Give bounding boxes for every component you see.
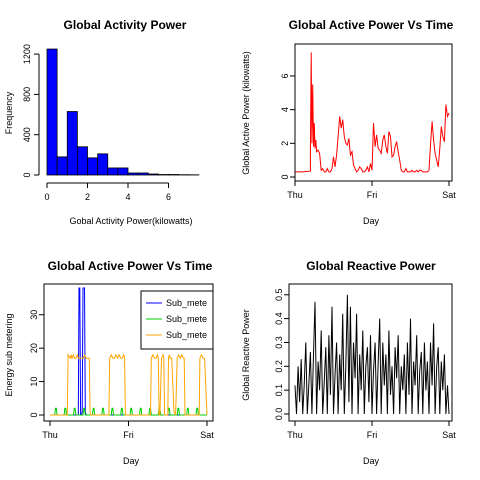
reactive-power-y-tick-label: 0.5 (274, 289, 284, 302)
sub-metering-series-line-2 (50, 407, 207, 416)
histogram-bar (56, 156, 68, 176)
histogram-bar (76, 146, 88, 176)
histogram-bar (66, 111, 78, 176)
active-power-title: Global Active Power Vs Time (289, 18, 454, 32)
sub-metering-x-tick-label: Fri (123, 430, 134, 440)
sub-metering-plot (50, 287, 208, 416)
histogram-bar (46, 48, 58, 176)
histogram-bar (137, 172, 149, 176)
histogram-bar (107, 167, 119, 176)
histogram-bar (97, 153, 109, 176)
histogram-bar (157, 174, 169, 176)
histogram-bar (127, 172, 139, 176)
sub-metering-y-tick-label: 20 (29, 343, 39, 353)
legend-label-2: Sub_mete (166, 314, 207, 324)
histogram-ylabel: Frequency (4, 91, 14, 134)
sub-metering-y-tick-label: 10 (29, 377, 39, 387)
panel-active-power: Global Active Power Vs Time Day Global A… (241, 18, 456, 226)
histogram-y-tick-label: 400 (22, 127, 32, 142)
active-power-series-line-1 (295, 52, 450, 173)
active-power-x-tick-label: Sat (442, 190, 456, 200)
active-power-y-tick-label: 2 (280, 141, 290, 146)
reactive-power-axes: Thu Fri Sat 0.0 0.1 0.2 0.3 0.4 0.5 (274, 289, 456, 440)
histogram-y-tick-label: 800 (22, 87, 32, 102)
active-power-x-tick-label: Thu (287, 190, 303, 200)
panel-histogram: Global Activity Power Gobal Activity Pow… (4, 18, 200, 226)
sub-metering-x-tick-label: Sat (200, 430, 214, 440)
sub-metering-y-tick-label: 30 (29, 310, 39, 320)
histogram-axes: 0 2 4 6 0 400 800 1200 (22, 44, 171, 202)
sub-metering-xlabel: Day (123, 456, 140, 466)
histogram-bar (87, 157, 99, 176)
legend-box (140, 290, 214, 350)
active-power-y-tick-label: 6 (280, 73, 290, 78)
active-power-plot (295, 52, 450, 173)
reactive-power-x-tick-label: Thu (287, 430, 303, 440)
reactive-power-title: Global Reactive Power (306, 259, 436, 273)
reactive-power-y-tick-label: 0.4 (274, 312, 284, 325)
histogram-bar (147, 173, 159, 176)
legend-label-1: Sub_mete (166, 298, 207, 308)
sub-metering-title: Global Active Power Vs Time (48, 259, 213, 273)
active-power-plot-frame (294, 43, 453, 182)
histogram-x-tick-label: 0 (44, 192, 49, 202)
sub-metering-axes: Thu Fri Sat 0 10 20 30 (29, 310, 214, 440)
panel-sub-metering: Global Active Power Vs Time Day Energy s… (4, 259, 214, 466)
active-power-y-tick-label: 0 (280, 174, 290, 179)
reactive-power-ylabel: Global Reactive Power (241, 309, 251, 401)
reactive-power-plot (294, 294, 450, 415)
histogram-bar (168, 174, 180, 176)
histogram-x-tick-label: 2 (85, 192, 90, 202)
active-power-x-tick-label: Fri (367, 190, 378, 200)
sub-metering-series-line-3 (50, 353, 208, 416)
histogram-x-tick-label: 6 (166, 192, 171, 202)
sub-metering-series-line-1 (50, 287, 207, 416)
histogram-title: Global Activity Power (64, 18, 187, 32)
reactive-power-series-line-1 (294, 294, 450, 415)
reactive-power-y-tick-label: 0.1 (274, 384, 284, 397)
reactive-power-y-tick-label: 0.0 (274, 408, 284, 421)
active-power-y-tick-label: 4 (280, 107, 290, 112)
reactive-power-y-tick-label: 0.3 (274, 336, 284, 349)
active-power-ylabel: Global Active Power (kilowatts) (241, 51, 251, 175)
legend-label-3: Sub_mete (166, 330, 207, 340)
histogram-xlabel: Gobal Activity Power(kilowatts) (69, 216, 192, 226)
histogram-bars (46, 48, 200, 176)
sub-metering-ylabel: Energy sub metering (4, 313, 14, 396)
active-power-axes: Thu Fri Sat 0 2 4 6 (280, 73, 456, 200)
sub-metering-x-tick-label: Thu (42, 430, 58, 440)
histogram-x-tick-label: 4 (125, 192, 130, 202)
reactive-power-xlabel: Day (363, 456, 380, 466)
sub-metering-y-tick-label: 0 (29, 412, 39, 417)
reactive-power-x-tick-label: Sat (442, 430, 456, 440)
histogram-y-tick-label: 0 (22, 172, 32, 177)
panel-reactive-power: Global Reactive Power Day Global Reactiv… (241, 259, 456, 466)
reactive-power-y-tick-label: 0.2 (274, 360, 284, 373)
histogram-bar (117, 167, 129, 176)
histogram-y-tick-label: 1200 (22, 44, 32, 64)
active-power-xlabel: Day (363, 216, 380, 226)
reactive-power-x-tick-label: Fri (367, 430, 378, 440)
sub-metering-legend: Sub_mete Sub_mete Sub_mete (140, 290, 214, 350)
